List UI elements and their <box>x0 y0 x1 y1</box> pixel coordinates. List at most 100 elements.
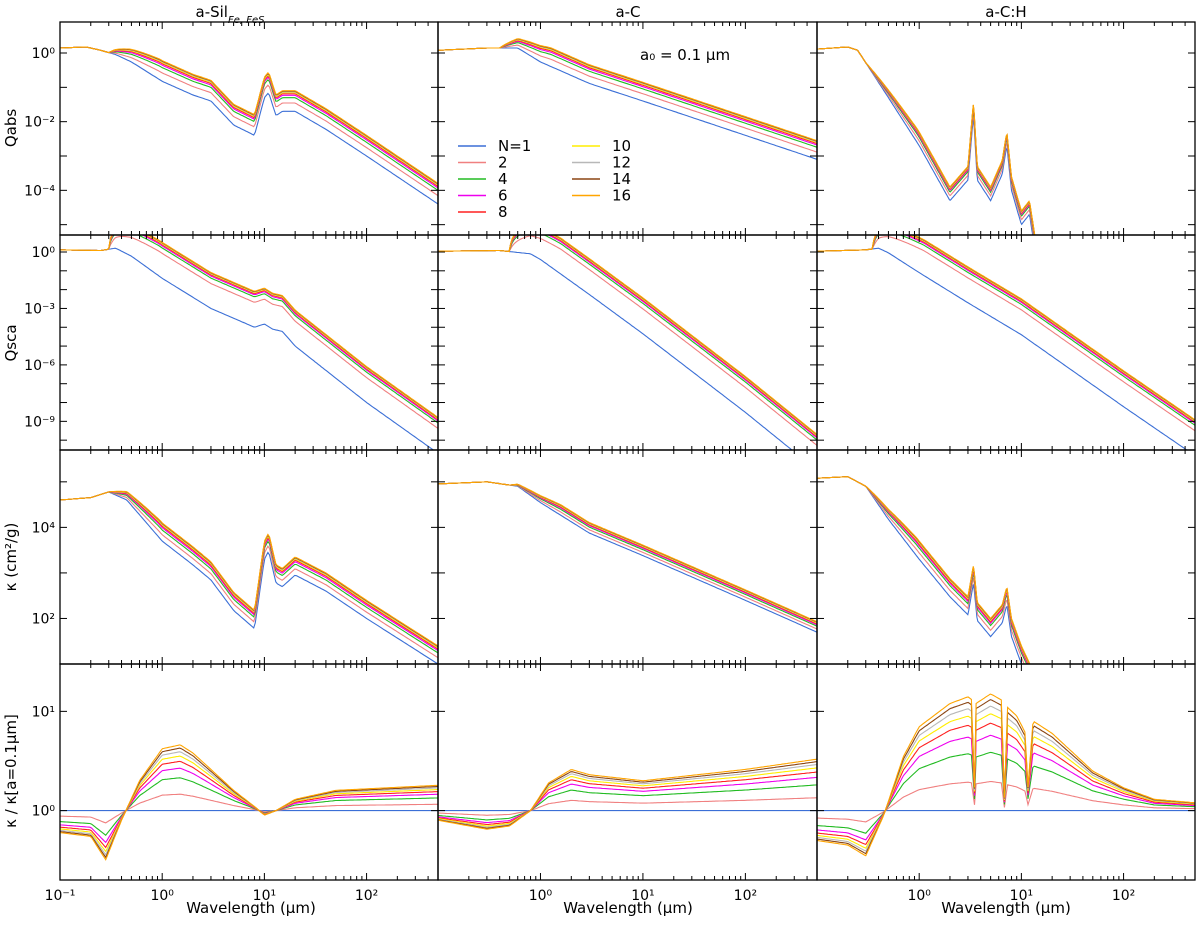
series-N16-r1c2 <box>438 38 817 142</box>
size-annotation: a₀ = 0.1 μm <box>640 46 730 64</box>
series-N8-r3c2 <box>438 481 817 625</box>
series-N12-r4c2 <box>438 763 817 828</box>
series-N6-r3c3 <box>817 476 1029 664</box>
series-N6-r3c1 <box>60 491 438 652</box>
series-N2-r4c2 <box>438 797 817 816</box>
series-N16-r1c3 <box>817 46 1036 235</box>
series-N12-r3c3 <box>817 476 1030 664</box>
tick-marks: 10⁰ 10⁻² 10⁻⁴ 10⁰ 10⁻³ 10⁻⁶ 10⁻⁹ 10⁴ 10² 10¹ 10⁰ 10… <box>24 22 1196 904</box>
series-N10-r4c2 <box>438 767 817 827</box>
panel-r2-c1 <box>60 235 438 450</box>
xtick-label: 10¹ <box>631 888 654 904</box>
series-N4-r3c3 <box>817 476 1028 664</box>
panel-r4-c3 <box>817 693 1195 857</box>
ytick-label: 10⁰ <box>32 245 56 261</box>
series-N6-r4c2 <box>438 776 817 824</box>
series-N1-r3c3 <box>817 476 1023 664</box>
frame-r3-c1 <box>59 449 439 665</box>
series-N6-r2c2 <box>438 235 817 439</box>
xtick-label: 10⁰ <box>907 888 931 904</box>
series-N1-r3c1 <box>60 491 438 664</box>
series-N10-r3c1 <box>60 491 438 649</box>
column-title-ac: a-C <box>615 3 640 21</box>
frame-r2-c1 <box>59 234 439 451</box>
column-title-asil: a-SilFe, FeS <box>196 3 266 26</box>
series-N1-r2c3 <box>817 247 1188 450</box>
panel-r2-c3 <box>817 235 1195 450</box>
series-N4-r3c2 <box>438 481 817 627</box>
ytick-label: 10⁰ <box>32 46 56 62</box>
series-N8-r4c2 <box>438 771 817 826</box>
series-N14-r2c3 <box>817 235 1195 421</box>
frame-r2-c2 <box>437 234 818 451</box>
frame-r1-c3 <box>816 21 1196 236</box>
series-N16-r1c1 <box>60 46 438 184</box>
panel-r2-c2 <box>438 235 817 450</box>
legend-label: 14 <box>612 170 631 188</box>
xtick-label: 10² <box>1112 888 1135 904</box>
ytick-label: 10² <box>32 611 55 627</box>
series-N2-r4c3 <box>817 780 1195 823</box>
legend-label: 4 <box>498 170 508 188</box>
legend-label: N=1 <box>498 137 531 155</box>
xtick-label: 10² <box>734 888 757 904</box>
legend-label: 10 <box>612 137 631 155</box>
xtick-label: 10² <box>355 888 378 904</box>
series-N8-r2c2 <box>438 235 817 438</box>
series-N14-r2c2 <box>438 235 817 436</box>
series-N2-r3c1 <box>60 491 438 659</box>
series-N4-r2c1 <box>60 235 438 424</box>
series-N2-r2c2 <box>438 235 817 446</box>
series-N2-r1c1 <box>60 46 438 197</box>
series-N8-r1c1 <box>60 46 438 187</box>
series-N6-r2c3 <box>817 235 1195 424</box>
xlabel-col2: Wavelength (μm) <box>563 899 693 917</box>
ytick-label: 10⁻² <box>24 115 55 131</box>
series-N2-r3c3 <box>817 476 1025 664</box>
panel-r1-c1 <box>60 46 438 205</box>
panel-r4-c2 <box>438 758 817 830</box>
series-N10-r3c2 <box>438 481 817 624</box>
series-N16-r3c2 <box>438 481 817 623</box>
xlabel-col1: Wavelength (μm) <box>186 899 316 917</box>
series-N1-r2c1 <box>60 247 435 450</box>
series-N16-r2c1 <box>60 235 438 418</box>
series-N2-r2c1 <box>60 235 438 429</box>
series-N8-r2c1 <box>60 235 438 421</box>
series-N4-r2c3 <box>817 235 1195 426</box>
series-N1-r3c2 <box>438 481 817 633</box>
series-N10-r2c1 <box>60 235 438 420</box>
series-N8-r4c1 <box>60 760 438 849</box>
ylabel-kappa: κ (cm²/g) <box>2 523 20 592</box>
xtick-label: 10⁰ <box>529 888 553 904</box>
panel-r1-c3 <box>817 46 1036 235</box>
xtick-label: 10⁰ <box>150 888 174 904</box>
xtick-label: 10⁻¹ <box>45 888 76 904</box>
plot-area <box>60 38 1195 861</box>
panel-r4-c1 <box>60 744 438 861</box>
series-N4-r1c1 <box>60 46 438 191</box>
panel-r3-c1 <box>60 490 438 664</box>
series-N10-r2c2 <box>438 235 817 437</box>
series-N6-r2c1 <box>60 235 438 422</box>
series-N6-r1c2 <box>438 40 817 146</box>
series-N16-r4c2 <box>438 758 817 830</box>
frame-r4-c1 <box>59 663 439 881</box>
xtick-label: 10¹ <box>1010 888 1033 904</box>
series-N14-r4c2 <box>438 761 817 829</box>
ytick-label: 10⁴ <box>32 520 56 536</box>
ytick-label: 10⁻³ <box>24 301 55 317</box>
frame-r3-c3 <box>816 449 1196 665</box>
series-N1-r2c2 <box>438 249 793 450</box>
ytick-label: 10⁻⁶ <box>24 358 55 374</box>
series-N14-r2c1 <box>60 235 438 419</box>
series-N12-r1c1 <box>60 46 438 185</box>
legend-label: 8 <box>498 203 508 221</box>
series-N16-r3c3 <box>817 476 1031 664</box>
legend-label: 6 <box>498 187 508 205</box>
ylabel-qsca: Qsca <box>2 324 20 361</box>
series-N10-r3c3 <box>817 476 1030 664</box>
legend-label: 12 <box>612 154 631 172</box>
xlabel-col3: Wavelength (μm) <box>941 899 1071 917</box>
series-N4-r2c2 <box>438 235 817 441</box>
